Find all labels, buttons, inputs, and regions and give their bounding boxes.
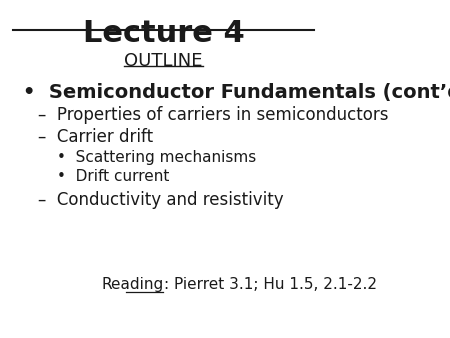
Text: : Pierret 3.1; Hu 1.5, 2.1-2.2: : Pierret 3.1; Hu 1.5, 2.1-2.2 xyxy=(164,277,377,292)
Text: •  Semiconductor Fundamentals (cont’d): • Semiconductor Fundamentals (cont’d) xyxy=(23,83,450,102)
Text: •  Drift current: • Drift current xyxy=(57,169,170,184)
Text: Reading: Reading xyxy=(101,277,163,292)
Text: –  Conductivity and resistivity: – Conductivity and resistivity xyxy=(38,191,283,209)
Text: –  Carrier drift: – Carrier drift xyxy=(38,128,153,146)
Text: •  Scattering mechanisms: • Scattering mechanisms xyxy=(57,150,256,165)
Text: Lecture 4: Lecture 4 xyxy=(83,19,244,48)
Text: –  Properties of carriers in semiconductors: – Properties of carriers in semiconducto… xyxy=(38,106,388,124)
Text: OUTLINE: OUTLINE xyxy=(124,52,203,70)
